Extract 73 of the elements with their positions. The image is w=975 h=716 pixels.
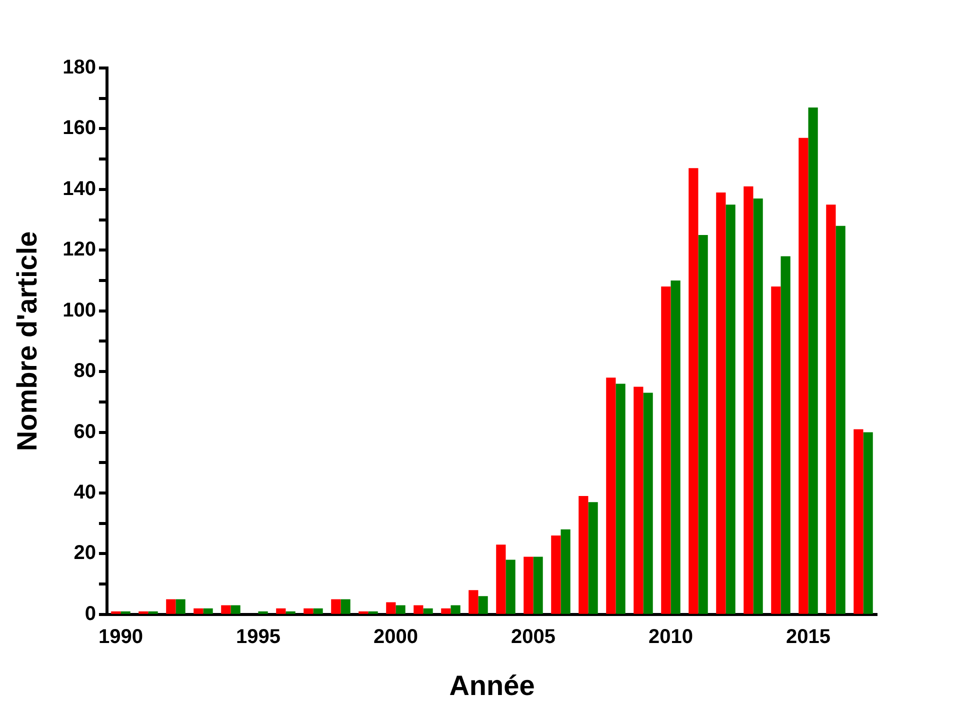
bar [753,198,763,614]
bar [643,392,653,614]
y-tick-label: 100 [62,299,96,322]
x-tick-label: 2000 [373,626,418,648]
y-tick-label: 180 [62,56,96,79]
y-tick-label: 120 [62,238,96,261]
bar [798,138,808,614]
bar [396,605,406,614]
bar [304,608,314,614]
y-axis-title: Nombre d'article [12,231,43,452]
bar [450,605,460,614]
bar [166,599,176,614]
bar [230,605,240,614]
bar [551,535,561,614]
x-tick-label: 2005 [510,626,556,648]
bar [358,611,368,614]
bar [331,599,341,614]
bar [688,168,698,614]
bar [276,608,286,614]
y-tick-label: 160 [62,117,96,140]
bar [386,602,396,614]
y-tick-label: 140 [62,178,96,200]
bar [313,608,323,614]
bar [340,599,350,614]
y-tick-label: 80 [74,360,96,382]
bar [194,608,204,614]
bar [780,256,790,614]
bar [138,611,148,614]
bar [578,496,588,614]
y-tick-label: 60 [74,420,96,443]
bar [560,529,570,614]
bar [111,611,121,614]
y-tick-label: 0 [84,602,96,625]
bar [496,544,506,614]
y-tick-label: 40 [74,481,96,504]
bar [606,378,616,614]
bar [148,611,158,614]
x-tick-label: 2010 [648,626,693,648]
x-tick-label: 1995 [236,626,280,648]
bar [716,192,726,614]
bar [771,286,781,614]
bar [533,556,543,614]
bar [588,502,598,614]
bar [176,599,186,614]
bar [441,608,451,614]
bar [808,107,818,614]
bar [726,204,736,614]
bar [478,596,488,614]
bar [120,611,130,614]
bar [506,560,516,614]
bar [286,611,296,614]
bar [744,186,754,614]
bar [670,280,680,614]
bar [468,590,478,614]
bar [661,286,671,614]
bar [863,432,873,614]
x-tick-label: 1990 [98,626,143,648]
bar [836,226,846,614]
bar [698,234,708,614]
bar [414,605,424,614]
bar [221,605,231,614]
x-axis-title: Année [449,670,535,701]
bar [423,608,433,614]
bar [826,204,836,614]
y-tick-label: 20 [74,542,96,564]
bar [634,386,644,614]
bar [203,608,213,614]
bar [524,556,534,614]
bar [258,611,268,614]
bar [616,384,626,614]
x-tick-label: 2015 [786,626,830,648]
bar [368,611,378,614]
bar [854,429,864,614]
